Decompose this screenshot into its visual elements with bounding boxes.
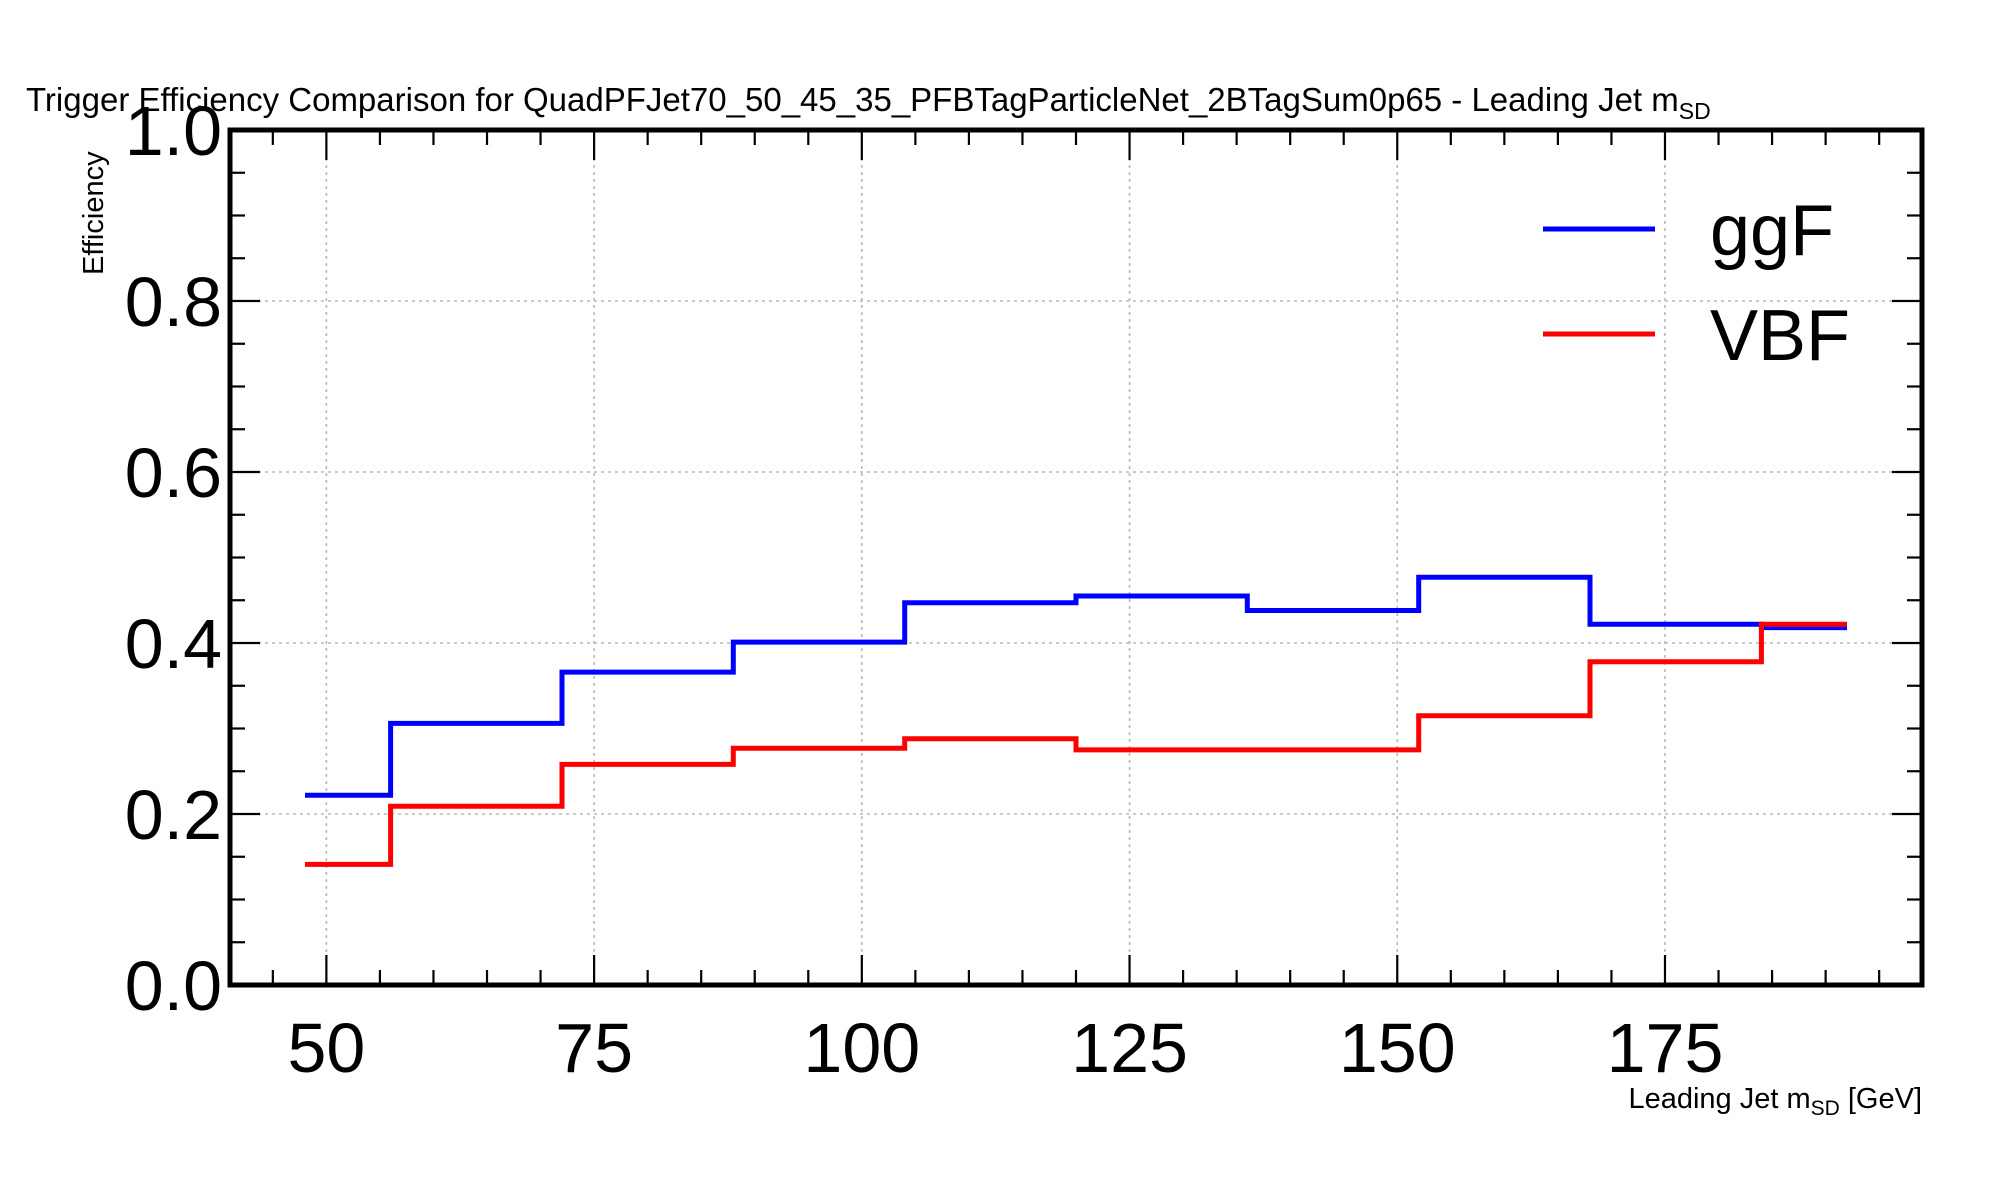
x-tick-label: 50 bbox=[287, 1009, 365, 1087]
chart-title-subscript: SD bbox=[1679, 98, 1711, 124]
x-tick-label: 150 bbox=[1339, 1009, 1456, 1087]
x-tick-label: 125 bbox=[1071, 1009, 1188, 1087]
x-tick-label: 75 bbox=[555, 1009, 633, 1087]
y-axis-label: Efficiency bbox=[78, 151, 110, 275]
series-vbf-step-line bbox=[305, 621, 1847, 867]
y-tick-label: 0.0 bbox=[125, 947, 222, 1025]
x-tick-label: 100 bbox=[803, 1009, 920, 1087]
y-tick-label: 0.6 bbox=[125, 434, 222, 512]
x-axis-label-subscript: SD bbox=[1811, 1097, 1840, 1120]
legend: ggF VBF bbox=[1543, 191, 1850, 376]
x-axis-label: Leading Jet mSD [GeV] bbox=[1628, 1083, 1922, 1120]
series-layer bbox=[305, 574, 1847, 867]
y-tick-label: 0.2 bbox=[125, 776, 222, 854]
series-ggf-step-line bbox=[305, 574, 1847, 798]
y-tick-label: 1.0 bbox=[125, 92, 222, 170]
chart-title: Trigger Efficiency Comparison for QuadPF… bbox=[26, 81, 1711, 124]
tick-labels: 50 75 100 125 150 175 0.0 0.2 0.4 0.6 0.8 1.0 bbox=[125, 92, 1724, 1087]
grid-lines bbox=[230, 130, 1922, 985]
y-tick-label: 0.8 bbox=[125, 263, 222, 341]
axis-ticks bbox=[230, 128, 1922, 987]
plot-frame bbox=[227, 127, 1925, 988]
legend-vbf-label: VBF bbox=[1710, 296, 1850, 376]
x-tick-label: 175 bbox=[1607, 1009, 1724, 1087]
y-tick-label: 0.4 bbox=[125, 605, 222, 683]
x-axis-label-unit: [GeV] bbox=[1840, 1083, 1922, 1115]
legend-ggf-label: ggF bbox=[1710, 191, 1834, 271]
